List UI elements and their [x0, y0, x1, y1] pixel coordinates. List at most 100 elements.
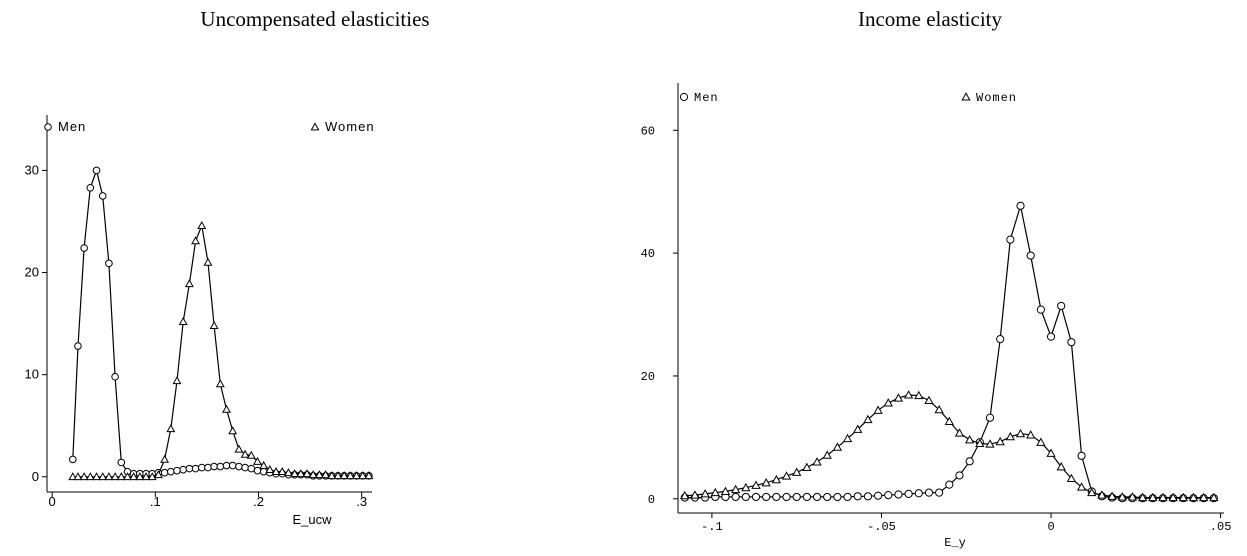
data-point-women: [308, 470, 318, 479]
data-point-women: [1036, 437, 1046, 446]
y-tick-label: 20: [641, 370, 655, 384]
data-point-men: [111, 372, 119, 381]
data-point-women: [68, 472, 78, 481]
data-point-women: [265, 465, 275, 474]
data-point-women: [792, 467, 802, 476]
data-point-women: [296, 469, 306, 478]
data-point-men: [167, 467, 175, 476]
data-point-women: [1127, 492, 1138, 501]
data-point-women: [975, 438, 985, 448]
data-point-women: [358, 471, 368, 480]
data-point-men: [80, 244, 88, 252]
data-point-women: [832, 442, 843, 451]
legend-item-women: Women: [310, 119, 375, 134]
data-point-women: [333, 471, 343, 480]
data-point-men: [782, 492, 791, 502]
data-point-women: [283, 468, 293, 477]
data-point-men: [1046, 332, 1056, 341]
data-point-women: [1087, 487, 1097, 497]
data-point-women: [209, 321, 219, 330]
x-tick-label: .1: [150, 494, 161, 509]
data-point-men: [965, 457, 974, 466]
data-point-women: [893, 393, 904, 402]
data-point-women: [842, 433, 853, 443]
data-point-women: [98, 472, 108, 481]
data-point-women: [352, 471, 361, 480]
y-tick-label: 30: [25, 162, 39, 177]
data-point-men: [1057, 301, 1066, 311]
data-point-women: [883, 398, 893, 407]
chart-title: Income elasticity: [858, 7, 1003, 31]
data-point-women: [129, 472, 139, 481]
data-point-women: [92, 472, 101, 481]
data-point-women: [215, 379, 225, 388]
data-point-women: [700, 489, 710, 498]
data-point-men: [894, 490, 903, 499]
data-point-women: [1209, 492, 1219, 502]
data-point-men: [802, 492, 811, 502]
data-point-men: [92, 166, 101, 175]
series-women: [68, 220, 374, 481]
data-point-men: [235, 462, 243, 471]
y-tick-label: 60: [641, 124, 655, 138]
data-point-women: [903, 390, 914, 399]
series-women: [680, 390, 1219, 502]
data-point-women: [771, 474, 781, 484]
legend-item-men: Men: [44, 119, 85, 134]
data-point-women: [234, 444, 244, 453]
x-axis-label: E_ucw: [292, 512, 332, 527]
data-point-women: [166, 424, 176, 433]
data-point-women: [364, 471, 374, 480]
data-point-women: [246, 450, 256, 459]
y-tick-label: 0: [648, 493, 655, 507]
series-line-men: [72, 168, 369, 477]
data-point-women: [1137, 492, 1148, 502]
data-point-men: [210, 462, 218, 471]
x-tick-label: -.05: [867, 520, 896, 534]
legend-label: Men: [694, 91, 719, 105]
data-point-men: [996, 335, 1005, 344]
x-axis-label: E_y: [944, 536, 966, 550]
data-point-women: [853, 424, 863, 433]
data-point-men: [1016, 201, 1025, 210]
data-point-men: [884, 491, 893, 500]
legend-item-women: Women: [961, 91, 1016, 105]
data-point-women: [954, 428, 965, 437]
data-point-women: [321, 470, 331, 479]
data-point-women: [222, 404, 231, 413]
data-point-women: [253, 456, 262, 465]
data-point-women: [228, 426, 238, 435]
data-point-women: [1188, 492, 1199, 502]
data-point-women: [710, 487, 720, 497]
data-point-women: [1178, 492, 1188, 502]
panel-income: Income elasticity 0 20 40 60 -.1 -.05 0 .05 E_y Me…: [641, 7, 1232, 550]
data-point-men: [204, 463, 212, 472]
data-point-women: [690, 490, 700, 499]
legend-label: Women: [325, 119, 375, 134]
series-line-men: [684, 205, 1214, 499]
data-point-women: [985, 439, 995, 448]
data-point-women: [995, 436, 1005, 446]
data-point-men: [179, 465, 187, 474]
data-point-men: [955, 471, 964, 480]
data-point-men: [853, 492, 862, 501]
series-men: [680, 201, 1218, 503]
data-point-women: [1015, 428, 1026, 438]
data-point-women: [302, 469, 312, 478]
data-point-men: [762, 492, 771, 502]
data-point-women: [184, 279, 194, 288]
data-point-women: [197, 220, 207, 229]
data-point-women: [761, 477, 771, 487]
data-point-women: [863, 414, 873, 424]
data-point-women: [73, 472, 83, 481]
data-point-men: [823, 492, 832, 502]
legend-triangle-icon: [961, 92, 971, 101]
y-tick-label: 40: [641, 247, 655, 261]
data-point-men: [1036, 305, 1045, 314]
data-point-men: [741, 492, 750, 502]
data-point-men: [904, 489, 913, 498]
data-point-women: [160, 454, 170, 463]
data-point-women: [822, 450, 832, 459]
data-point-men: [241, 463, 249, 472]
data-point-women: [1199, 492, 1209, 502]
